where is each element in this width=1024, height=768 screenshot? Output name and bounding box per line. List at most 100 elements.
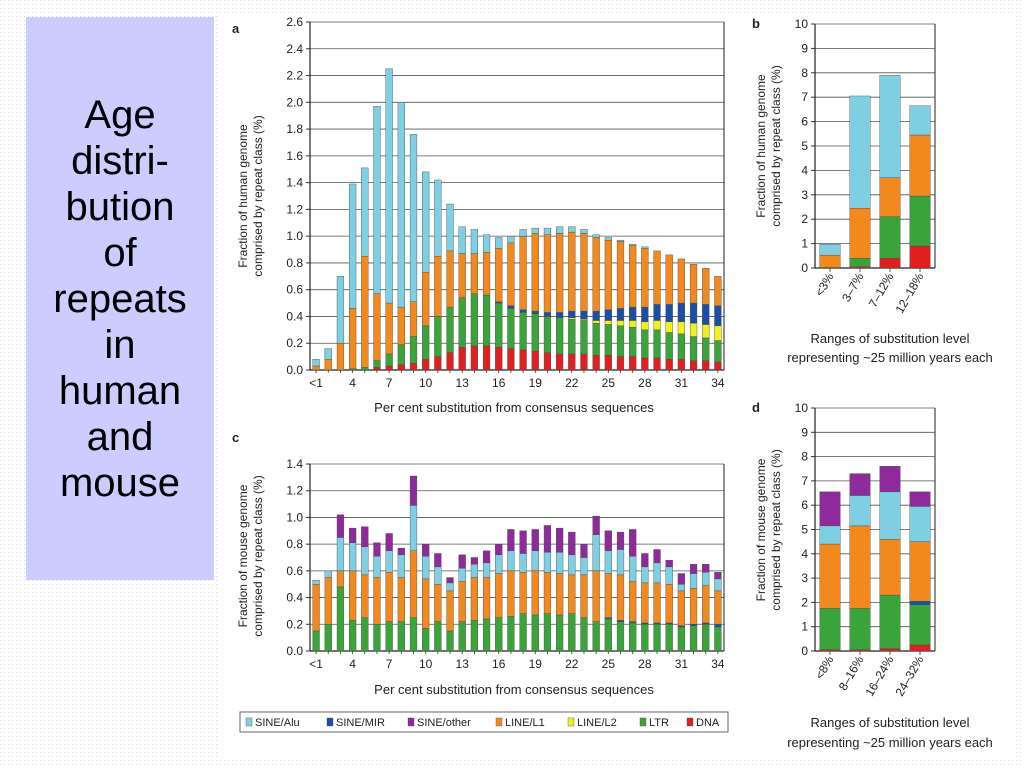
y-tick-label: 6 xyxy=(801,498,808,512)
bar-segment xyxy=(495,237,503,249)
bar-segment xyxy=(434,621,442,652)
bar-segment xyxy=(849,608,871,650)
bar-segment xyxy=(580,353,588,371)
bar-segment xyxy=(849,473,871,496)
bar-segment xyxy=(446,577,454,584)
bar-segment xyxy=(373,577,381,625)
bar-segment xyxy=(616,531,625,550)
y-tick-label: 2.4 xyxy=(286,42,303,56)
bar-segment xyxy=(373,624,381,652)
bar-segment xyxy=(556,573,564,616)
x-tick-label: 25 xyxy=(602,657,616,671)
bar-segment xyxy=(653,357,661,371)
bar-segment xyxy=(641,321,649,331)
bar-segment xyxy=(879,216,901,259)
bar-segment xyxy=(507,570,515,617)
bar-segment xyxy=(653,562,661,584)
y-axis-label: comprised by repeat class (%) xyxy=(769,449,783,610)
legend-label: DNA xyxy=(696,717,720,729)
bar-segment xyxy=(702,268,710,305)
bar-segment xyxy=(641,624,649,652)
bar-segment xyxy=(879,258,901,269)
panel-letter: c xyxy=(232,430,239,445)
bar-segment xyxy=(665,559,673,568)
bar-segment xyxy=(519,312,527,351)
x-tick-label: 7 xyxy=(386,657,393,671)
bar-segment xyxy=(653,329,661,359)
bar-segment xyxy=(409,550,418,618)
bar-segment xyxy=(434,316,442,357)
bar-segment xyxy=(519,530,527,554)
x-tick-label: 28 xyxy=(638,657,652,671)
bar-segment xyxy=(677,590,685,626)
bar-segment xyxy=(592,621,600,652)
bar-segment xyxy=(677,321,685,335)
bar-segment xyxy=(422,272,430,327)
bar-segment xyxy=(458,581,466,622)
bar-segment xyxy=(556,527,564,553)
title-line: Age xyxy=(84,92,156,137)
bar-segment xyxy=(665,584,673,624)
bar-segment xyxy=(568,318,576,355)
bar-segment xyxy=(665,321,673,333)
bar-segment xyxy=(385,571,393,622)
bar-segment xyxy=(689,360,698,371)
legend-swatch xyxy=(407,717,415,727)
bar-segment xyxy=(482,252,491,296)
y-tick-label: 9 xyxy=(801,425,808,439)
x-tick-label: 31 xyxy=(675,657,689,671)
bar-segment xyxy=(604,618,612,652)
bar-segment xyxy=(568,310,576,319)
title-line: and xyxy=(86,414,154,459)
bar-segment xyxy=(702,337,710,361)
title-line: mouse xyxy=(59,460,181,505)
bar-segment xyxy=(653,624,661,652)
bar-segment xyxy=(665,359,673,371)
bar-segment xyxy=(653,549,661,564)
bar-segment xyxy=(397,306,405,345)
bar-segment xyxy=(580,574,588,618)
y-tick-label: 0.2 xyxy=(286,336,303,350)
bar-segment xyxy=(349,620,357,652)
bar-segment xyxy=(422,359,430,371)
bar-segment xyxy=(543,352,552,371)
bar-segment xyxy=(714,325,722,341)
y-tick-label: 4 xyxy=(801,547,808,561)
title-line: bution xyxy=(65,184,175,229)
bar-segment xyxy=(641,329,649,359)
bar-segment xyxy=(446,582,454,592)
x-tick-label: 4 xyxy=(349,376,356,390)
bar-segment xyxy=(409,134,418,302)
bar-segment xyxy=(629,306,637,321)
y-tick-label: 5 xyxy=(801,139,808,153)
bar-segment xyxy=(714,361,722,371)
slide-title-box: Age distri- bution of repeats in human a… xyxy=(26,17,214,580)
bar-segment xyxy=(507,242,515,306)
bar-segment xyxy=(689,625,698,652)
panel-a: a 0.0 0.2 0.4 0.6 0.8 1.0 1.2 1.4 1.6 1.8 2.0 2.2 2.4… xyxy=(232,15,725,415)
bar-segment xyxy=(434,584,442,622)
bar-segment xyxy=(641,247,649,308)
x-tick-label: 13 xyxy=(456,376,470,390)
bar-segment xyxy=(689,322,698,337)
legend-label: LINE/L2 xyxy=(577,717,617,729)
y-tick-label: 9 xyxy=(801,41,808,55)
panel-c: c 0.0 0.2 0.4 0.6 0.8 1.0 1.2 1.4 <1 4 7 10 13 16 19 22 2… xyxy=(232,430,725,697)
bar-segment xyxy=(909,195,931,247)
legend-swatch xyxy=(245,717,253,727)
bar-segment xyxy=(616,549,625,576)
bar-segment xyxy=(361,526,369,548)
title-line: distri- xyxy=(71,138,169,183)
bar-segment xyxy=(568,613,576,652)
slide-title: Age distri- bution of repeats in human a… xyxy=(47,92,192,506)
y-tick-label: 10 xyxy=(795,401,809,415)
bar-segment xyxy=(629,529,637,557)
bar-segment xyxy=(482,345,491,371)
bar-segment xyxy=(909,506,931,542)
bar-segment xyxy=(324,348,332,360)
bar-segment xyxy=(434,256,442,317)
bar-segment xyxy=(361,367,369,371)
bar-segment xyxy=(677,584,685,592)
bar-segment xyxy=(629,245,637,308)
bar-segment xyxy=(543,312,552,317)
